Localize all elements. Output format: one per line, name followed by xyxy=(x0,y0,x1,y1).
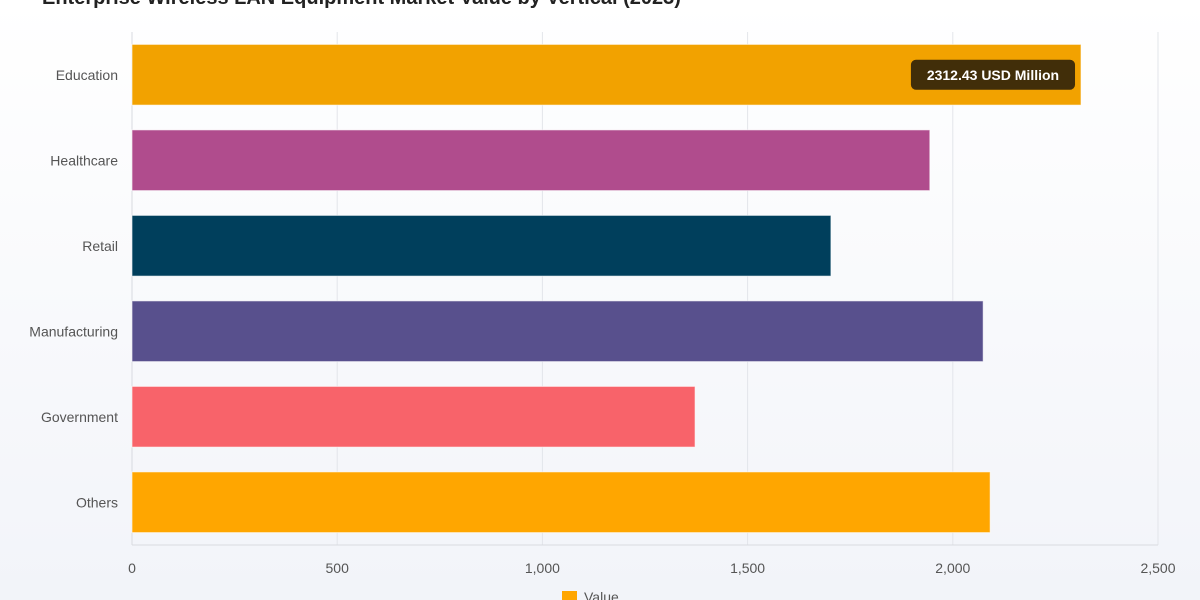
bar xyxy=(131,214,832,277)
x-tick-label: 1,000 xyxy=(525,560,560,576)
bar xyxy=(131,385,696,448)
bar xyxy=(131,129,931,192)
bar xyxy=(131,471,991,534)
tooltip-box xyxy=(910,59,1076,90)
x-tick-label: 0 xyxy=(128,560,136,576)
y-tick-label: Manufacturing xyxy=(29,323,118,339)
legend-swatch xyxy=(562,591,577,600)
legend-label: Value xyxy=(584,589,619,600)
x-tick-label: 2,000 xyxy=(935,560,970,576)
y-tick-label: Government xyxy=(41,409,118,425)
chart-title: Enterprise Wireless LAN Equipment Market… xyxy=(42,0,681,9)
bar xyxy=(131,300,984,363)
y-tick-label: Retail xyxy=(82,238,118,254)
x-tick-label: 500 xyxy=(326,560,350,576)
x-tick-label: 2,500 xyxy=(1140,560,1175,576)
y-tick-label: Others xyxy=(76,494,118,510)
x-tick-label: 1,500 xyxy=(730,560,765,576)
y-tick-label: Education xyxy=(56,67,118,83)
y-tick-label: Healthcare xyxy=(50,152,118,168)
value-label: 2312.43 USD Million xyxy=(927,67,1059,83)
